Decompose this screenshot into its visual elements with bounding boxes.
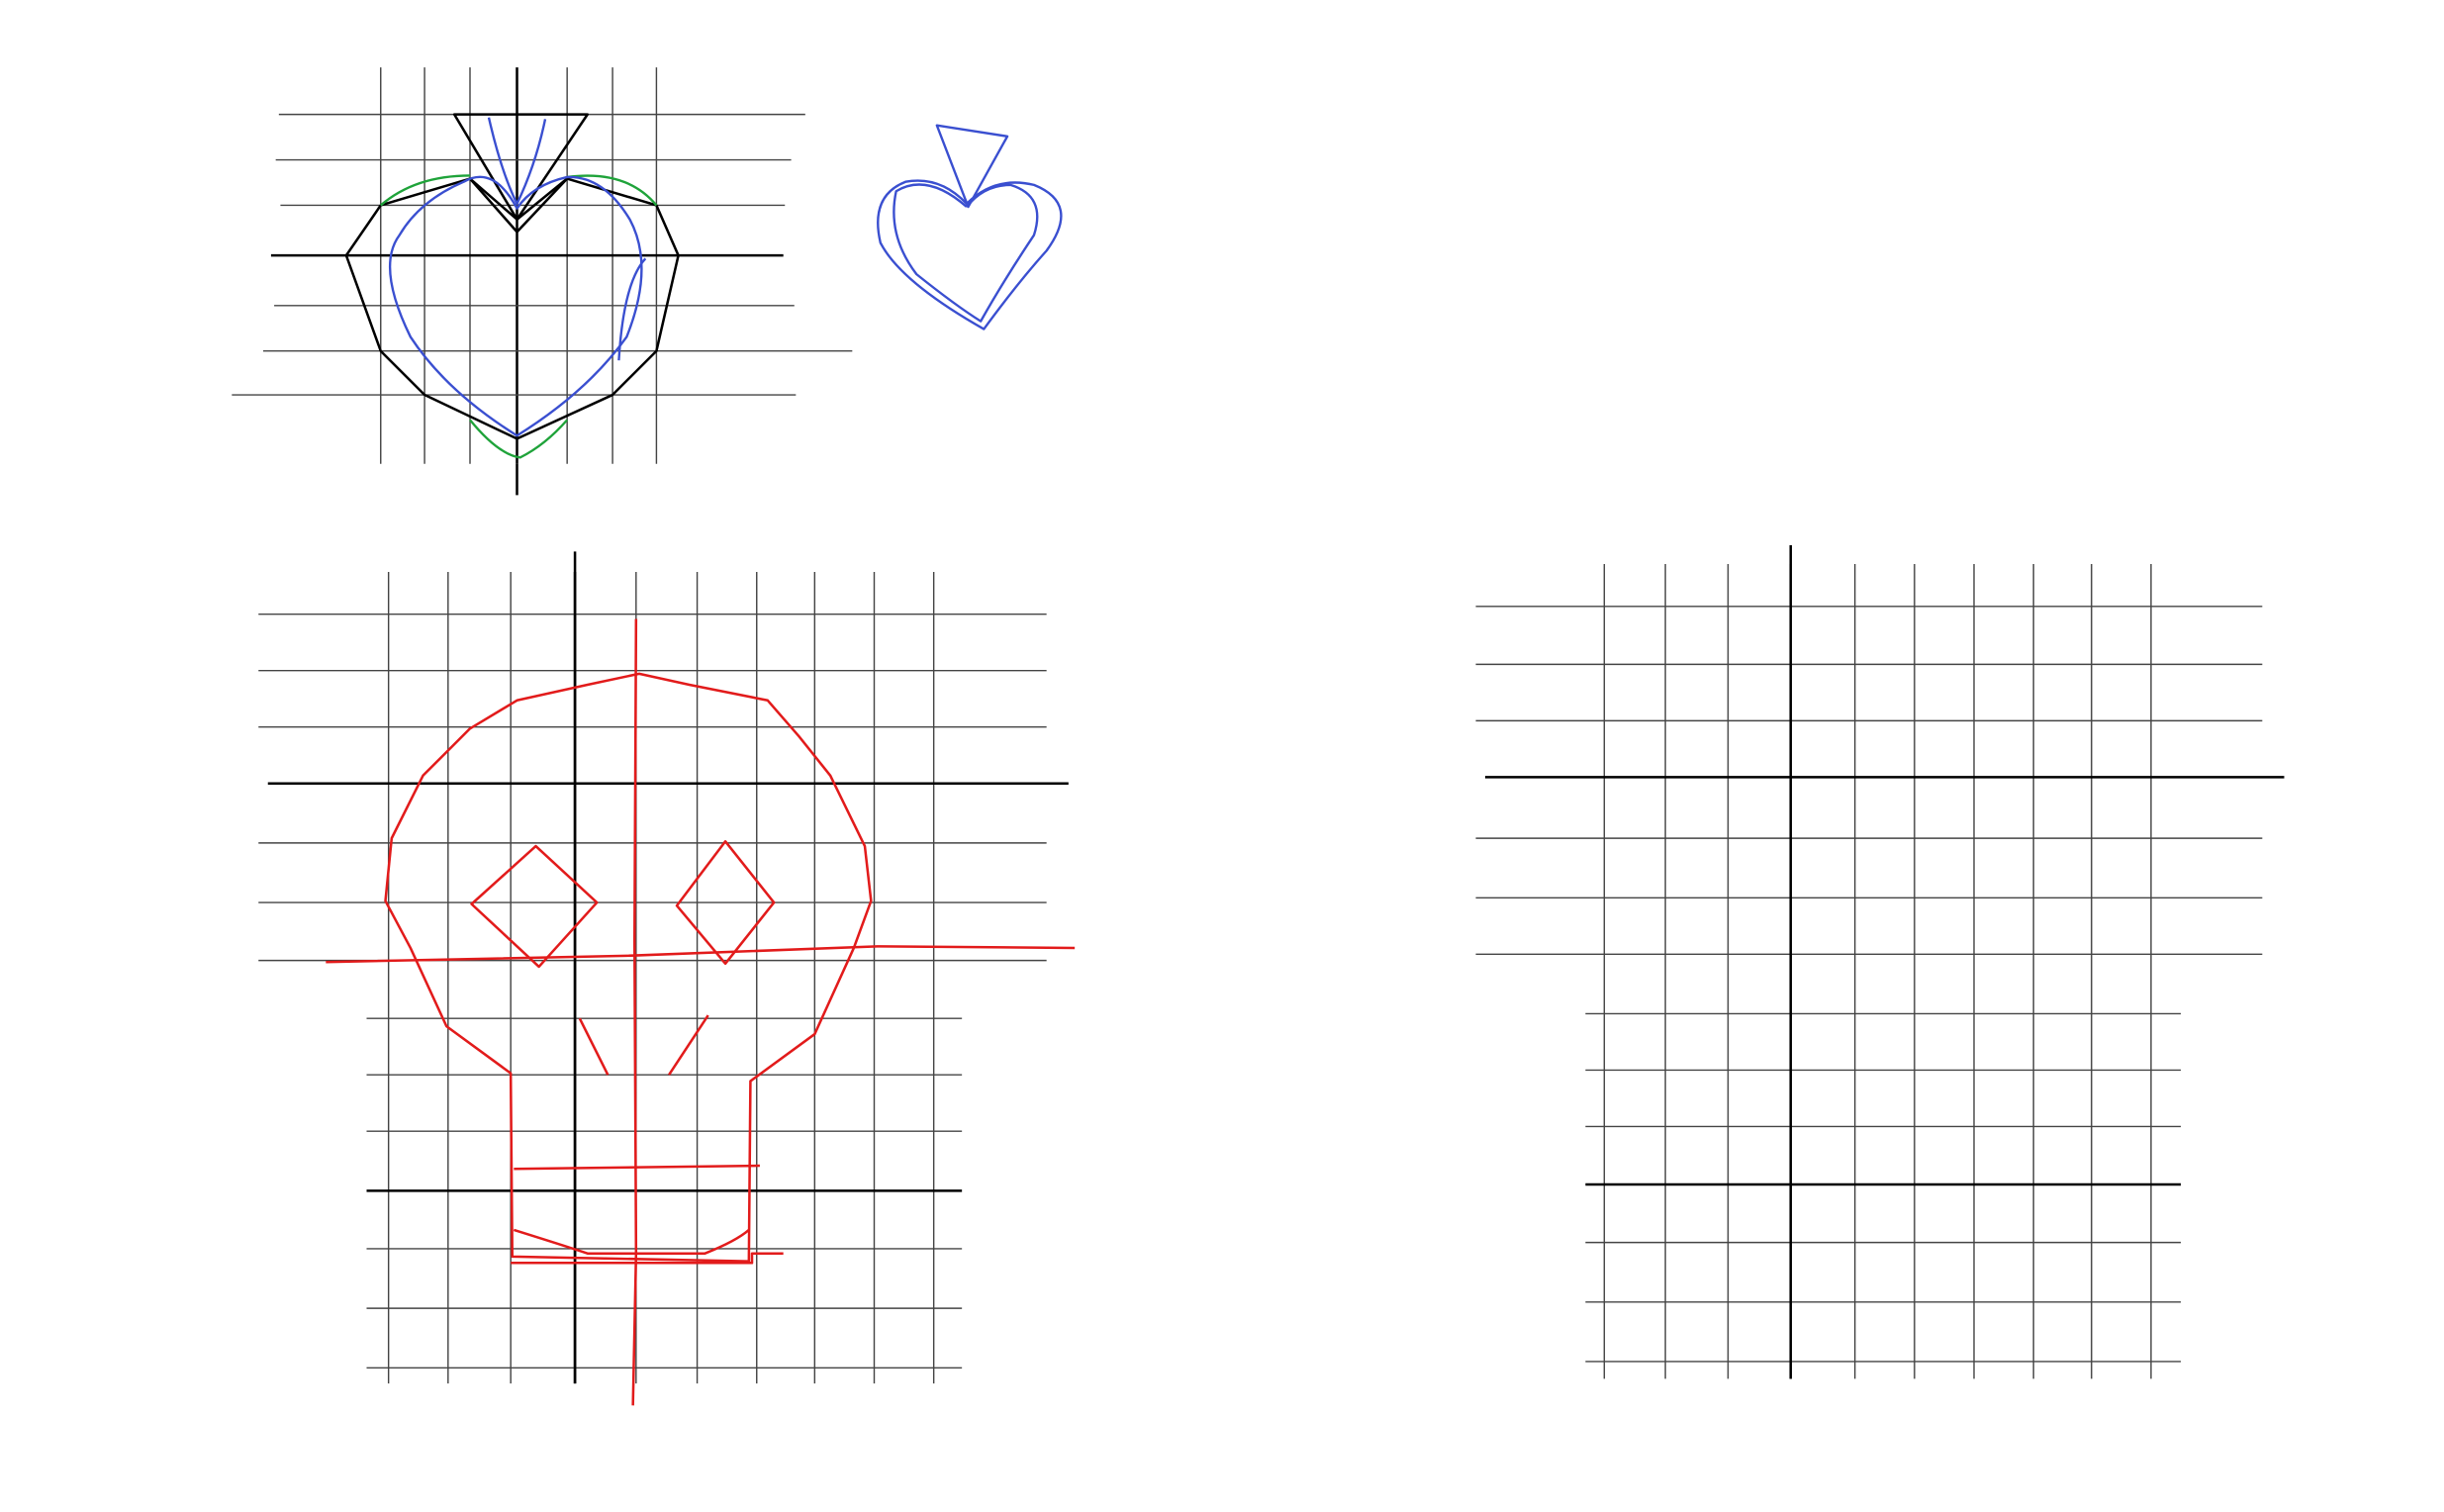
stem-line — [469, 177, 518, 221]
blue-spade — [877, 124, 1063, 331]
green-arc — [379, 174, 471, 207]
eye — [675, 840, 776, 966]
vertical-stroke — [631, 618, 638, 1406]
green-arc — [469, 419, 569, 459]
nose — [668, 1014, 709, 1076]
grids — [232, 67, 2285, 1384]
red-skull — [326, 618, 1076, 1406]
blue-stroke — [617, 257, 647, 361]
jaw — [513, 1228, 750, 1255]
blue-stem — [487, 117, 547, 206]
spade-heart — [877, 179, 1063, 331]
stem-line — [516, 177, 568, 221]
spade-stem — [935, 124, 1009, 209]
eye — [470, 844, 599, 969]
spade-construction — [344, 113, 680, 459]
horizontal-stroke — [326, 945, 1076, 964]
green-arc — [567, 174, 658, 207]
nose — [578, 1017, 610, 1076]
skull-outline — [384, 672, 873, 1263]
blue-heart — [389, 175, 643, 437]
spade-heart — [893, 183, 1039, 323]
spade-stem — [452, 113, 590, 221]
jaw — [511, 1252, 784, 1265]
